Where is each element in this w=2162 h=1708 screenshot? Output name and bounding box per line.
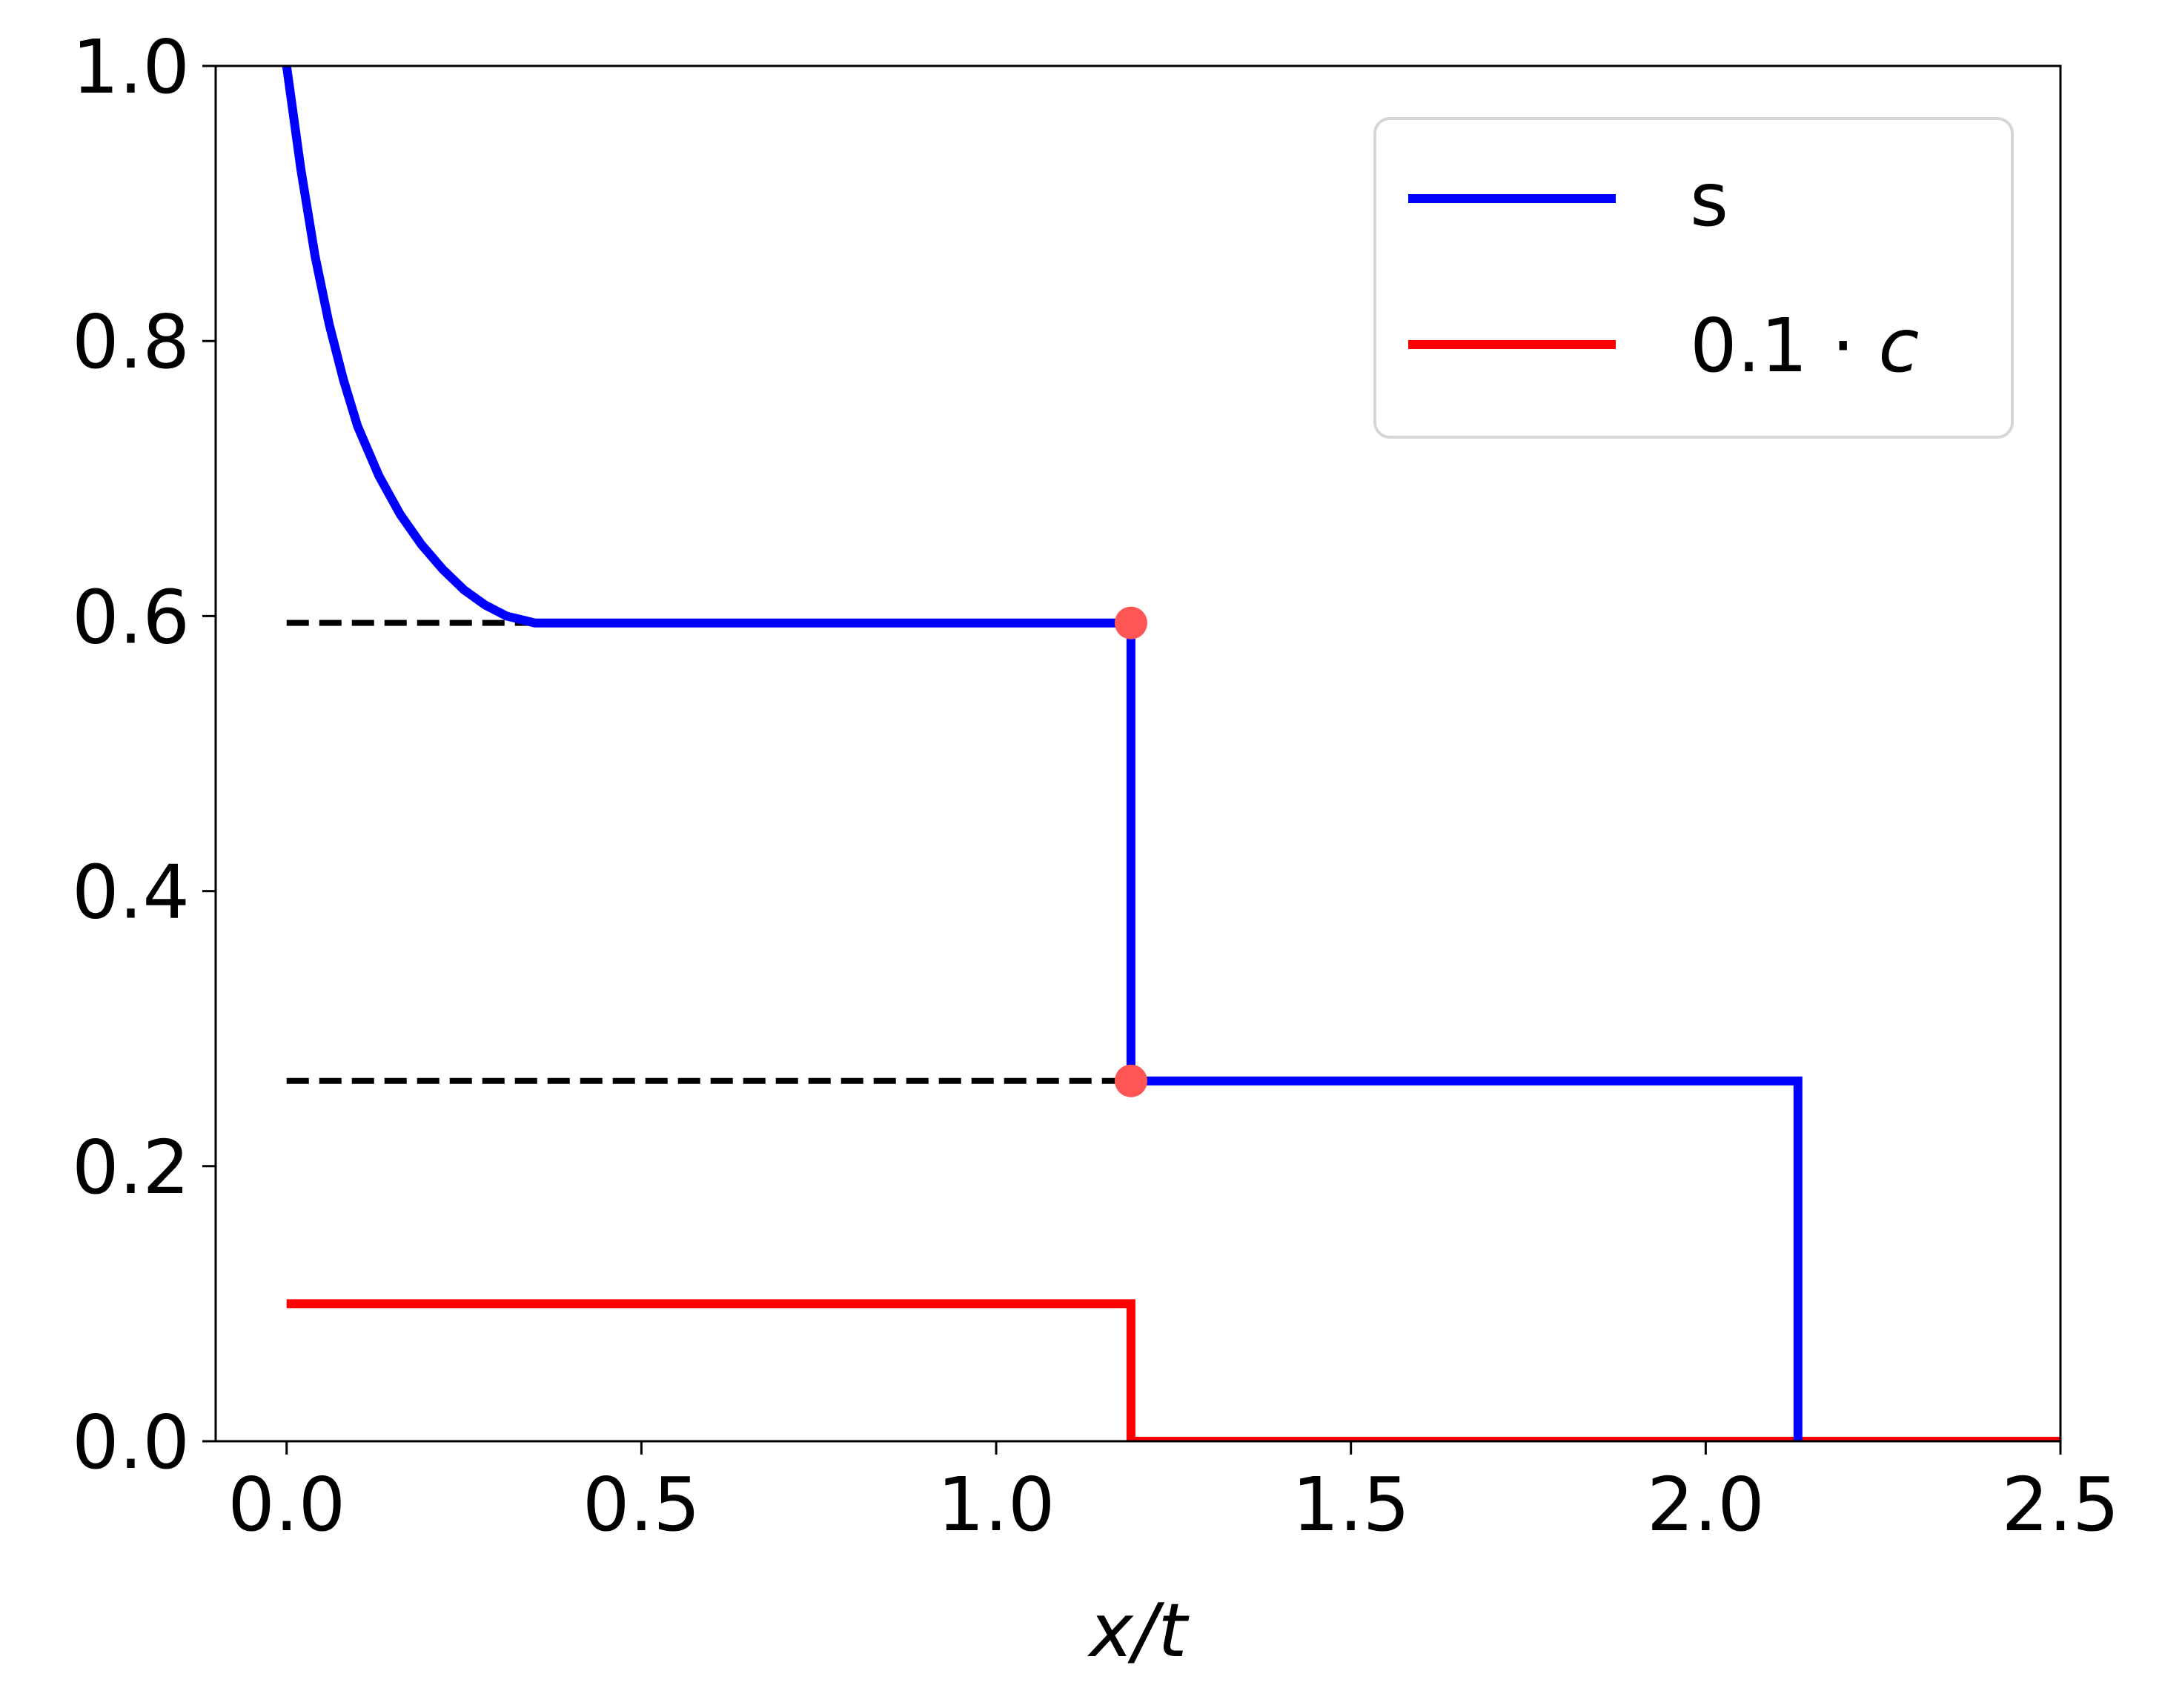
legend: s 0.1 · c: [1373, 117, 2014, 439]
legend-label-c: 0.1 · c: [1690, 302, 1919, 389]
plot-frame: [214, 64, 2062, 1443]
y-tick-label-4: 0.6: [72, 574, 190, 660]
x-tick-label-5: 2.0: [1647, 1461, 1765, 1548]
axis-layer: 0.0 0.5 1.0 1.5 2.0 2.5 0.0 0.2 0.4 0.6 0.8 1.0: [72, 24, 2120, 1548]
x-tick-label-3: 1.0: [938, 1461, 1055, 1548]
series-line-s: [282, 66, 1803, 1441]
y-tick-label-6: 1.0: [72, 24, 190, 110]
y-tick-label-1: 0.0: [72, 1399, 190, 1486]
legend-label-base: 0.1 ·: [1690, 302, 1878, 389]
x-tick-label-4: 1.5: [1292, 1461, 1410, 1548]
y-tick-label-5: 0.8: [72, 299, 190, 385]
x-tick-label-6: 2.5: [2001, 1461, 2119, 1548]
legend-label-s: s: [1690, 156, 1728, 243]
series-line-c: [286, 1299, 2060, 1441]
y-tick-label-3: 0.4: [72, 849, 190, 936]
legend-label-variable: c: [1878, 302, 1919, 389]
x-tick-label-2: 0.5: [583, 1461, 700, 1548]
x-axis-label: x/t: [1087, 1587, 1190, 1674]
marker-point-1: [1114, 606, 1147, 639]
marker-point-2: [1114, 1064, 1147, 1097]
y-tick-label-2: 0.2: [72, 1124, 190, 1211]
series-layer: [282, 66, 2060, 1441]
x-tick-label-1: 0.0: [228, 1461, 345, 1548]
